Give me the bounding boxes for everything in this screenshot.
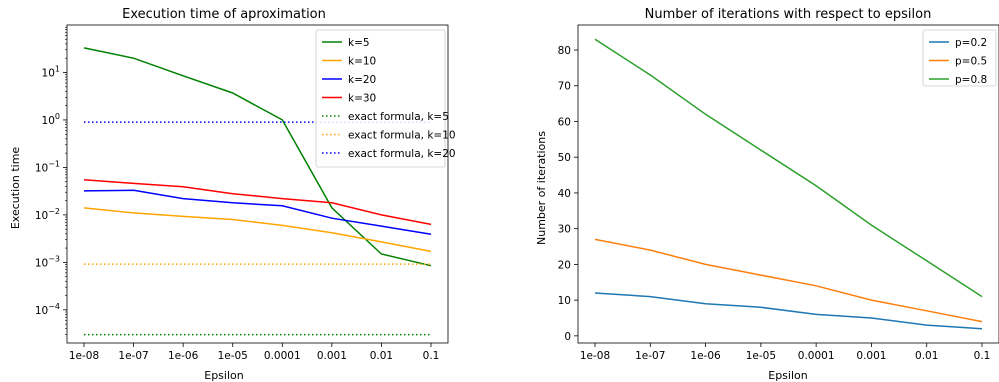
x-tick-label: 1e-07 xyxy=(635,350,665,362)
chart-title: Number of iterations with respect to eps… xyxy=(645,7,932,22)
y-tick-label: 40 xyxy=(558,188,571,200)
y-tick-label: 10−1 xyxy=(35,159,60,174)
y-tick-exponent: −1 xyxy=(48,159,60,168)
y-tick-base: 10 xyxy=(35,305,48,317)
chart-title: Execution time of aproximation xyxy=(122,7,326,22)
y-tick-exponent: −4 xyxy=(48,302,60,311)
y-tick-label: 10 xyxy=(558,295,571,307)
y-tick-exponent: 1 xyxy=(55,64,60,73)
x-tick-label: 1e-08 xyxy=(580,350,610,362)
series-line-p-0-8 xyxy=(594,38,983,298)
y-axis-label: Number of iterations xyxy=(535,131,548,245)
series-line-k-5 xyxy=(83,47,432,267)
legend-box xyxy=(922,29,997,87)
legend-label: k=30 xyxy=(348,93,376,105)
legend-label: exact formula, k=10 xyxy=(348,130,456,142)
legend-label: p=0.8 xyxy=(955,74,987,86)
x-tick-label: 1e-08 xyxy=(69,350,99,362)
y-tick-exponent: −2 xyxy=(48,207,60,216)
x-tick-label: 1e-07 xyxy=(118,350,148,362)
legend-box xyxy=(315,29,446,168)
y-tick-label: 10−3 xyxy=(35,254,60,269)
y-tick-label: 10−2 xyxy=(35,207,60,222)
plot-frame xyxy=(577,24,999,344)
tick-group: 1e-08 1e-07 1e-06 1e-05 0.0001 0.001 0.01 0.1 0 1… xyxy=(558,45,991,362)
legend-label: k=20 xyxy=(348,74,376,86)
x-tick-label: 0.001 xyxy=(856,350,886,362)
execution-time-chart: Execution time of aproximation Epsilon E… xyxy=(9,7,456,382)
y-tick-exponent: −3 xyxy=(48,254,60,263)
iterations-chart: Number of iterations with respect to eps… xyxy=(535,7,999,382)
tick-group: 1e-08 1e-07 1e-06 1e-05 0.0001 0.001 0.01 0.110… xyxy=(35,26,440,362)
y-tick-label: 101 xyxy=(42,64,60,79)
x-tick-label: 0.1 xyxy=(423,350,440,362)
legend: k=5 k=10 k=20 k=30 exact formula, k=5 exact f… xyxy=(315,29,456,168)
y-tick-base: 10 xyxy=(42,67,55,79)
x-tick-label: 0.0001 xyxy=(798,350,835,362)
legend-label: exact formula, k=5 xyxy=(348,111,449,123)
y-tick-exponent: 0 xyxy=(55,112,60,121)
x-tick-label: 1e-05 xyxy=(746,350,776,362)
legend-label: p=0.2 xyxy=(955,37,987,49)
series-line-k-30 xyxy=(83,178,432,226)
x-tick-label: 1e-06 xyxy=(690,350,721,362)
series-group xyxy=(594,38,983,330)
legend-label: p=0.5 xyxy=(955,56,987,68)
legend-label: exact formula, k=20 xyxy=(348,148,456,160)
legend-label: k=5 xyxy=(348,37,370,49)
series-line-p-0-5 xyxy=(594,238,983,323)
series-line-k-10 xyxy=(83,207,432,253)
y-tick-label: 60 xyxy=(558,116,571,128)
y-tick-base: 10 xyxy=(35,210,48,222)
x-tick-label: 0.1 xyxy=(974,350,991,362)
y-tick-label: 30 xyxy=(558,224,571,236)
y-tick-base: 10 xyxy=(35,162,48,174)
legend-label: k=10 xyxy=(348,56,376,68)
y-tick-label: 80 xyxy=(558,45,571,57)
y-tick-label: 70 xyxy=(558,81,571,93)
x-tick-label: 0.01 xyxy=(915,350,938,362)
x-axis-label: Epsilon xyxy=(204,369,244,382)
x-axis-label: Epsilon xyxy=(768,369,808,382)
y-axis-label: Execution time xyxy=(9,147,22,230)
y-tick-label: 0 xyxy=(564,331,571,343)
series-line-p-0-2 xyxy=(594,292,983,330)
y-tick-label: 50 xyxy=(558,152,571,164)
legend: p=0.2 p=0.5 p=0.8 xyxy=(922,29,997,87)
series-line-k-20 xyxy=(83,189,432,236)
y-tick-base: 10 xyxy=(35,257,48,269)
x-tick-label: 0.001 xyxy=(317,350,347,362)
x-tick-label: 1e-06 xyxy=(168,350,199,362)
x-tick-label: 0.0001 xyxy=(264,350,301,362)
plot-frame xyxy=(66,24,449,344)
y-tick-label: 100 xyxy=(42,112,60,127)
x-tick-label: 1e-05 xyxy=(218,350,248,362)
y-tick-label: 20 xyxy=(558,259,571,271)
x-tick-label: 0.01 xyxy=(370,350,393,362)
y-tick-label: 10−4 xyxy=(35,302,60,317)
y-tick-base: 10 xyxy=(42,115,55,127)
